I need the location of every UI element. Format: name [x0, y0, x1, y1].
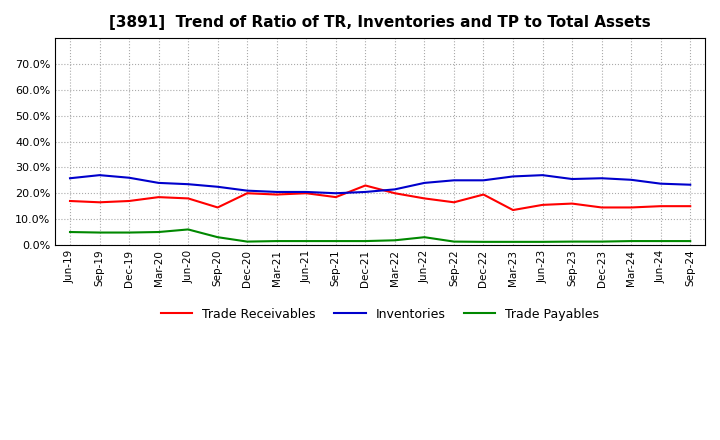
Inventories — [154, 180, 163, 186]
Trade Receivables — [243, 191, 251, 196]
Trade Payables — [331, 238, 340, 244]
Trade Payables — [154, 229, 163, 235]
Trade Payables — [627, 238, 636, 244]
Trade Receivables — [449, 200, 458, 205]
Trade Payables — [539, 239, 547, 245]
Trade Payables — [390, 238, 399, 243]
Inventories — [480, 178, 488, 183]
Inventories — [598, 176, 606, 181]
Inventories — [125, 175, 133, 180]
Trade Payables — [598, 239, 606, 244]
Trade Receivables — [154, 194, 163, 200]
Inventories — [184, 182, 192, 187]
Inventories — [243, 188, 251, 193]
Inventories — [95, 172, 104, 178]
Inventories — [361, 189, 369, 194]
Trade Receivables — [598, 205, 606, 210]
Inventories — [509, 174, 518, 179]
Trade Receivables — [213, 205, 222, 210]
Trade Payables — [449, 239, 458, 244]
Line: Inventories: Inventories — [70, 175, 690, 193]
Trade Receivables — [302, 191, 310, 196]
Trade Receivables — [509, 207, 518, 213]
Inventories — [66, 176, 74, 181]
Trade Payables — [125, 230, 133, 235]
Trade Receivables — [627, 205, 636, 210]
Trade Receivables — [331, 194, 340, 200]
Trade Receivables — [568, 201, 577, 206]
Trade Receivables — [125, 198, 133, 204]
Trade Payables — [686, 238, 695, 244]
Trade Receivables — [184, 196, 192, 201]
Trade Receivables — [272, 192, 281, 197]
Inventories — [627, 177, 636, 183]
Trade Payables — [302, 238, 310, 244]
Trade Payables — [66, 229, 74, 235]
Trade Receivables — [361, 183, 369, 188]
Inventories — [686, 182, 695, 187]
Legend: Trade Receivables, Inventories, Trade Payables: Trade Receivables, Inventories, Trade Pa… — [156, 303, 604, 326]
Trade Receivables — [390, 191, 399, 196]
Trade Payables — [568, 239, 577, 244]
Trade Receivables — [66, 198, 74, 204]
Trade Receivables — [539, 202, 547, 208]
Trade Payables — [213, 235, 222, 240]
Trade Payables — [184, 227, 192, 232]
Line: Trade Receivables: Trade Receivables — [70, 186, 690, 210]
Inventories — [539, 172, 547, 178]
Inventories — [420, 180, 428, 186]
Trade Payables — [361, 238, 369, 244]
Trade Payables — [480, 239, 488, 245]
Trade Receivables — [686, 204, 695, 209]
Title: [3891]  Trend of Ratio of TR, Inventories and TP to Total Assets: [3891] Trend of Ratio of TR, Inventories… — [109, 15, 651, 30]
Trade Payables — [243, 239, 251, 244]
Trade Payables — [509, 239, 518, 245]
Inventories — [568, 176, 577, 182]
Trade Receivables — [657, 204, 665, 209]
Trade Payables — [420, 235, 428, 240]
Trade Receivables — [95, 200, 104, 205]
Inventories — [390, 187, 399, 192]
Trade Receivables — [420, 196, 428, 201]
Inventories — [449, 178, 458, 183]
Inventories — [331, 191, 340, 196]
Trade Receivables — [480, 192, 488, 197]
Trade Payables — [272, 238, 281, 244]
Inventories — [302, 189, 310, 194]
Trade Payables — [95, 230, 104, 235]
Inventories — [657, 181, 665, 186]
Inventories — [213, 184, 222, 189]
Trade Payables — [657, 238, 665, 244]
Inventories — [272, 189, 281, 194]
Line: Trade Payables: Trade Payables — [70, 229, 690, 242]
